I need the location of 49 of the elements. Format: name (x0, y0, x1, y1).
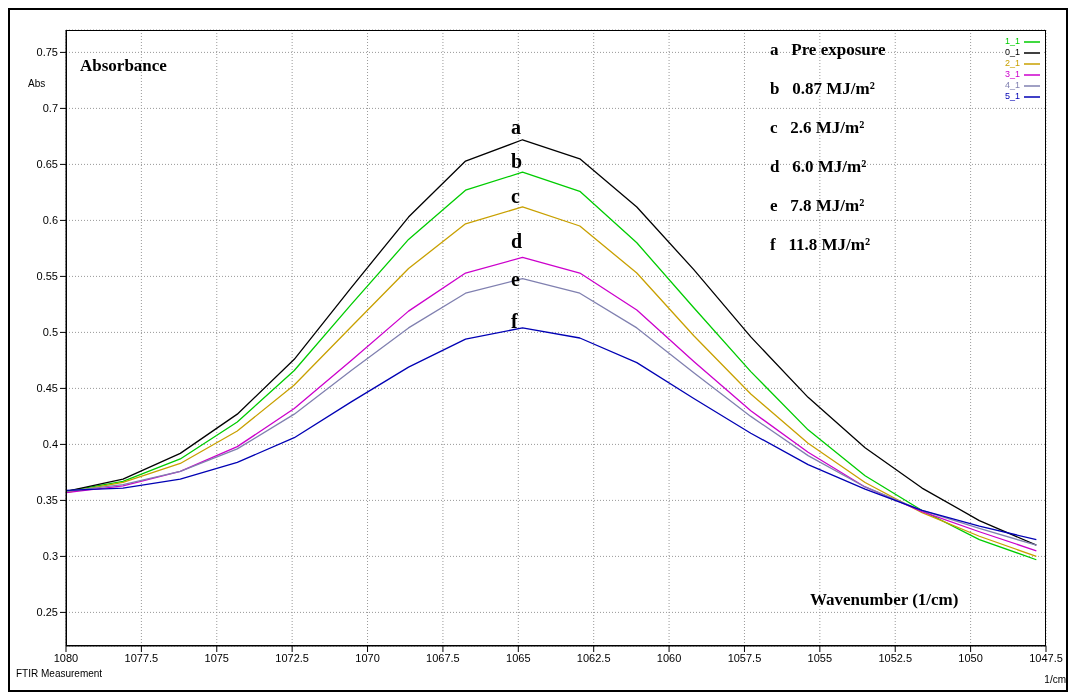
y-tick-label: 0.7 (42, 102, 58, 115)
x-tick-label: 1062.5 (576, 651, 611, 664)
x-tick-label: 1070 (355, 651, 380, 664)
legend-label: 2_1 (1004, 58, 1020, 69)
x-tick-label: 1050 (958, 651, 983, 664)
text: FTIR Measurement (16, 668, 103, 679)
legend-label: 5_1 (1004, 91, 1020, 102)
x-tick-label: 1055 (807, 651, 833, 664)
annotation: b 0.87 MJ/m² (770, 79, 875, 99)
y-tick-label: 0.65 (36, 158, 58, 171)
annotation: c 2.6 MJ/m² (770, 118, 865, 138)
legend-label: 3_1 (1004, 69, 1020, 80)
annotation: d (511, 230, 523, 252)
x-axis-title: 1/cm (1044, 674, 1066, 685)
y-tick-label: 0.75 (36, 46, 58, 59)
annotation: f 11.8 MJ/m² (770, 235, 870, 255)
line-series (66, 327, 1037, 541)
x-tick-label: 1060 (656, 651, 682, 664)
x-tick-label: 1080 (53, 651, 79, 664)
annotation: a (511, 116, 521, 138)
annotation: f (511, 310, 518, 332)
x-tick-label: 1065 (506, 651, 531, 664)
y-tick-label: 0.3 (42, 550, 58, 563)
annotation: Absorbance (80, 56, 167, 76)
y-tick-label: 0.35 (36, 494, 58, 507)
annotation: Wavenumber (1/cm) (810, 590, 959, 610)
x-tick-label: 1072.5 (275, 651, 309, 664)
y-tick-label: 0.25 (36, 606, 58, 619)
x-tick-label: 1057.5 (727, 651, 762, 664)
x-tick-label: 1077.5 (124, 651, 159, 664)
annotation: d 6.0 MJ/m² (770, 157, 867, 177)
legend-label: 0_1 (1004, 47, 1020, 58)
x-tick-label: 1047.5 (1029, 651, 1063, 664)
annotation: e 7.8 MJ/m² (770, 196, 865, 216)
legend-label: 4_1 (1004, 80, 1020, 91)
annotation: a Pre exposure (770, 40, 886, 60)
annotation: b (511, 150, 523, 172)
annotation: c (511, 185, 520, 207)
y-tick-label: 0.6 (42, 214, 58, 227)
x-tick-label: 1052.5 (878, 651, 913, 664)
annotation: e (511, 268, 520, 290)
x-tick-label: 1067.5 (426, 651, 460, 664)
y-tick-label: 0.4 (42, 438, 58, 451)
y-tick-label: 0.5 (42, 326, 58, 339)
y-axis-title: Abs (28, 78, 46, 89)
y-tick-label: 0.55 (36, 270, 58, 283)
y-tick-label: 0.45 (36, 382, 58, 395)
x-tick-label: 1075 (204, 651, 230, 664)
legend-label: 1_1 (1004, 36, 1020, 47)
